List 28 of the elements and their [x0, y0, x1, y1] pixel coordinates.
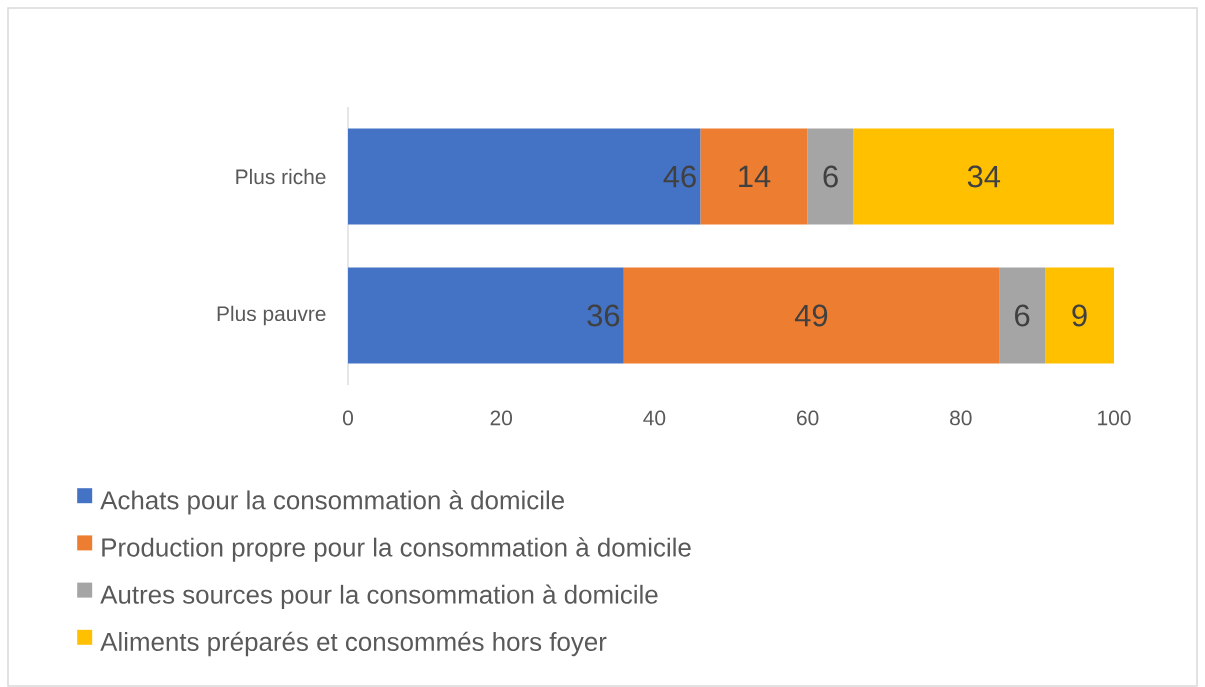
legend-label: Autres sources pour la consommation à domicile: [100, 584, 658, 609]
x-tick-label: 40: [643, 410, 666, 426]
data-label: 34: [967, 165, 1001, 188]
bar: [700, 128, 808, 225]
bar: [807, 128, 854, 225]
legend-label: Aliments préparés et consommés hors foyer: [100, 631, 607, 657]
x-tick-label: 100: [1098, 410, 1131, 426]
bar: [348, 128, 701, 225]
y-tick-label: Plus pauvre: [217, 305, 326, 326]
data-label: 14: [739, 165, 771, 188]
data-label: 46: [663, 165, 696, 188]
legend-label: Production propre pour la consommation à domicile: [102, 537, 691, 562]
bar: [348, 267, 624, 364]
x-tick-label: 80: [950, 410, 972, 426]
x-tick-label: 20: [490, 410, 513, 426]
bar: [999, 267, 1046, 364]
bar: [623, 267, 1000, 364]
data-label: 9: [1072, 304, 1087, 327]
data-label: 6: [823, 165, 838, 188]
data-label: 36: [587, 304, 620, 327]
data-label: 49: [794, 304, 828, 327]
bar: [1045, 267, 1115, 364]
bar: [853, 128, 1115, 225]
y-tick-label: Plus riche: [236, 168, 326, 185]
legend-label: Achats pour la consommation à domicile: [100, 490, 564, 515]
x-tick-label: 60: [797, 410, 819, 426]
data-label: 6: [1015, 304, 1030, 327]
x-tick-label: 0: [343, 410, 353, 426]
